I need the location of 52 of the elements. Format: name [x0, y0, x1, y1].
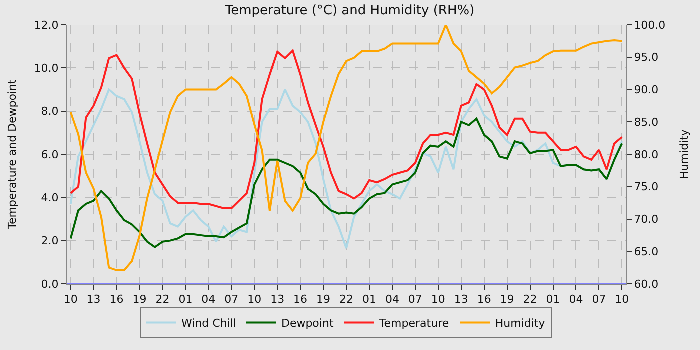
x-tick-label: 07	[592, 293, 606, 306]
y2-tick-label: 80.0	[634, 148, 659, 162]
y2-tick-label: 60.0	[634, 278, 659, 291]
legend-label: Temperature	[378, 317, 450, 330]
x-tick-label: 10	[431, 293, 446, 306]
x-tick-label: 10	[248, 293, 262, 306]
y-tick-label: 12.0	[34, 18, 59, 32]
x-tick-label: 01	[546, 293, 560, 306]
x-tick-label: 04	[569, 293, 584, 306]
x-tick-label: 10	[64, 293, 78, 306]
x-tick-label: 16	[110, 293, 124, 306]
x-tick-label: 19	[500, 293, 514, 306]
y2-axis-title: Humidity	[678, 129, 691, 180]
y2-tick-label: 85.0	[634, 116, 659, 129]
x-tick-label: 04	[202, 293, 216, 306]
chart-title: Temperature (°C) and Humidity (RH%)	[224, 3, 475, 18]
y2-tick-label: 70.0	[634, 213, 659, 226]
x-tick-label: 19	[316, 293, 331, 306]
y-tick-label: 10.0	[34, 62, 59, 76]
x-tick-label: 13	[270, 293, 285, 306]
x-tick-label: 16	[294, 293, 308, 306]
y2-tick-label: 95.0	[634, 51, 659, 64]
y2-tick-label: 90.0	[634, 84, 659, 97]
y-tick-label: 2.0	[41, 234, 59, 248]
x-tick-label: 01	[362, 293, 376, 306]
y2-tick-label: 100.0	[634, 18, 666, 32]
x-tick-label: 19	[132, 293, 147, 306]
x-tick-label: 22	[340, 293, 354, 306]
y2-tick-label: 75.0	[634, 180, 659, 194]
x-tick-label: 13	[454, 293, 468, 306]
x-tick-label: 13	[86, 293, 101, 306]
x-tick-label: 07	[408, 293, 422, 306]
x-tick-label: 16	[477, 293, 492, 306]
x-tick-label: 04	[385, 293, 400, 306]
y-tick-label: 8.0	[41, 105, 59, 118]
line-series	[70, 88, 624, 250]
x-tick-label: 22	[156, 293, 170, 306]
line-series	[70, 118, 624, 248]
y-axis-title: Temperature and Dewpoint	[6, 78, 19, 230]
legend-label: Dewpoint	[281, 317, 334, 330]
y-tick-label: 4.0	[41, 192, 59, 205]
x-tick-label: 07	[224, 293, 239, 306]
legend-label: Humidity	[495, 317, 546, 330]
y-tick-label: 0.0	[41, 278, 59, 291]
y2-tick-label: 65.0	[634, 245, 659, 258]
y-tick-label: 6.0	[41, 148, 59, 162]
x-tick-label: 10	[615, 293, 630, 306]
legend-label: Wind Chill	[182, 317, 236, 330]
x-tick-label: 01	[178, 293, 193, 306]
line-series	[70, 50, 624, 210]
line-series	[70, 25, 624, 272]
x-tick-label: 22	[523, 293, 538, 306]
